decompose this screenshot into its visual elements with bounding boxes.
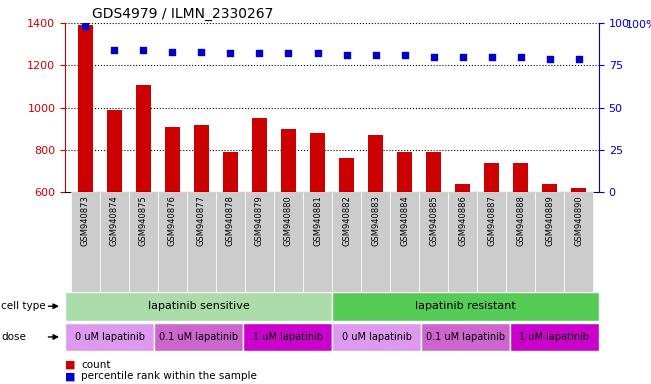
- FancyBboxPatch shape: [65, 323, 154, 351]
- Bar: [572, 188, 586, 319]
- FancyBboxPatch shape: [303, 192, 332, 292]
- Text: cell type: cell type: [1, 301, 46, 311]
- Text: GSM940875: GSM940875: [139, 195, 148, 246]
- Bar: [542, 184, 557, 319]
- Point: [196, 49, 206, 55]
- Point: [138, 47, 148, 53]
- Text: GSM940889: GSM940889: [545, 195, 554, 246]
- Text: GSM940885: GSM940885: [429, 195, 438, 246]
- Point: [544, 55, 555, 61]
- Point: [312, 50, 323, 56]
- Point: [399, 52, 409, 58]
- Text: GSM940890: GSM940890: [574, 195, 583, 246]
- Point: [109, 47, 120, 53]
- Text: ■: ■: [65, 360, 76, 370]
- FancyBboxPatch shape: [564, 192, 593, 292]
- Point: [486, 54, 497, 60]
- Text: count: count: [81, 360, 111, 370]
- Text: 1 uM lapatinib: 1 uM lapatinib: [519, 332, 589, 342]
- Text: GSM940887: GSM940887: [487, 195, 496, 246]
- Bar: [252, 118, 267, 319]
- Bar: [514, 164, 528, 319]
- FancyBboxPatch shape: [535, 192, 564, 292]
- FancyBboxPatch shape: [243, 323, 332, 351]
- Point: [283, 50, 294, 56]
- Text: lapatinib resistant: lapatinib resistant: [415, 301, 516, 311]
- FancyBboxPatch shape: [332, 192, 361, 292]
- Y-axis label: 100%: 100%: [626, 20, 651, 30]
- Text: GDS4979 / ILMN_2330267: GDS4979 / ILMN_2330267: [92, 7, 273, 21]
- Text: GSM940877: GSM940877: [197, 195, 206, 246]
- Bar: [165, 127, 180, 319]
- FancyBboxPatch shape: [448, 192, 477, 292]
- FancyBboxPatch shape: [332, 323, 421, 351]
- Text: GSM940881: GSM940881: [313, 195, 322, 246]
- FancyBboxPatch shape: [274, 192, 303, 292]
- FancyBboxPatch shape: [216, 192, 245, 292]
- Text: lapatinib sensitive: lapatinib sensitive: [148, 301, 249, 311]
- Text: 0.1 uM lapatinib: 0.1 uM lapatinib: [159, 332, 238, 342]
- FancyBboxPatch shape: [245, 192, 274, 292]
- Text: ■: ■: [65, 371, 76, 381]
- FancyBboxPatch shape: [154, 323, 243, 351]
- Text: GSM940873: GSM940873: [81, 195, 90, 246]
- FancyBboxPatch shape: [419, 192, 448, 292]
- FancyBboxPatch shape: [65, 292, 332, 321]
- FancyBboxPatch shape: [332, 292, 599, 321]
- Bar: [136, 85, 150, 319]
- FancyBboxPatch shape: [158, 192, 187, 292]
- Point: [80, 23, 90, 30]
- Bar: [426, 152, 441, 319]
- Point: [167, 49, 178, 55]
- Point: [458, 54, 468, 60]
- FancyBboxPatch shape: [477, 192, 506, 292]
- Point: [428, 54, 439, 60]
- Bar: [339, 158, 353, 319]
- FancyBboxPatch shape: [100, 192, 129, 292]
- Bar: [484, 164, 499, 319]
- Point: [341, 52, 352, 58]
- Text: GSM940884: GSM940884: [400, 195, 409, 246]
- Text: GSM940874: GSM940874: [110, 195, 119, 246]
- Text: 0 uM lapatinib: 0 uM lapatinib: [342, 332, 411, 342]
- FancyBboxPatch shape: [71, 192, 100, 292]
- Point: [370, 52, 381, 58]
- Text: GSM940878: GSM940878: [226, 195, 235, 246]
- FancyBboxPatch shape: [510, 323, 599, 351]
- FancyBboxPatch shape: [361, 192, 390, 292]
- Text: percentile rank within the sample: percentile rank within the sample: [81, 371, 257, 381]
- Text: GSM940880: GSM940880: [284, 195, 293, 246]
- Bar: [78, 25, 92, 319]
- Bar: [223, 152, 238, 319]
- Text: 1 uM lapatinib: 1 uM lapatinib: [253, 332, 322, 342]
- Text: GSM940882: GSM940882: [342, 195, 351, 246]
- Point: [516, 54, 526, 60]
- Bar: [281, 129, 296, 319]
- Point: [255, 50, 265, 56]
- FancyBboxPatch shape: [506, 192, 535, 292]
- Text: GSM940888: GSM940888: [516, 195, 525, 246]
- FancyBboxPatch shape: [390, 192, 419, 292]
- FancyBboxPatch shape: [421, 323, 510, 351]
- FancyBboxPatch shape: [129, 192, 158, 292]
- Point: [574, 55, 584, 61]
- Bar: [397, 152, 412, 319]
- Text: 0 uM lapatinib: 0 uM lapatinib: [75, 332, 145, 342]
- Point: [225, 50, 236, 56]
- Bar: [455, 184, 470, 319]
- Text: GSM940883: GSM940883: [371, 195, 380, 246]
- Bar: [368, 135, 383, 319]
- Text: 0.1 uM lapatinib: 0.1 uM lapatinib: [426, 332, 505, 342]
- Bar: [107, 110, 122, 319]
- Text: GSM940879: GSM940879: [255, 195, 264, 246]
- Bar: [194, 126, 209, 319]
- Text: GSM940886: GSM940886: [458, 195, 467, 246]
- Text: GSM940876: GSM940876: [168, 195, 177, 246]
- FancyBboxPatch shape: [187, 192, 216, 292]
- Text: dose: dose: [1, 332, 26, 342]
- Bar: [311, 133, 325, 319]
